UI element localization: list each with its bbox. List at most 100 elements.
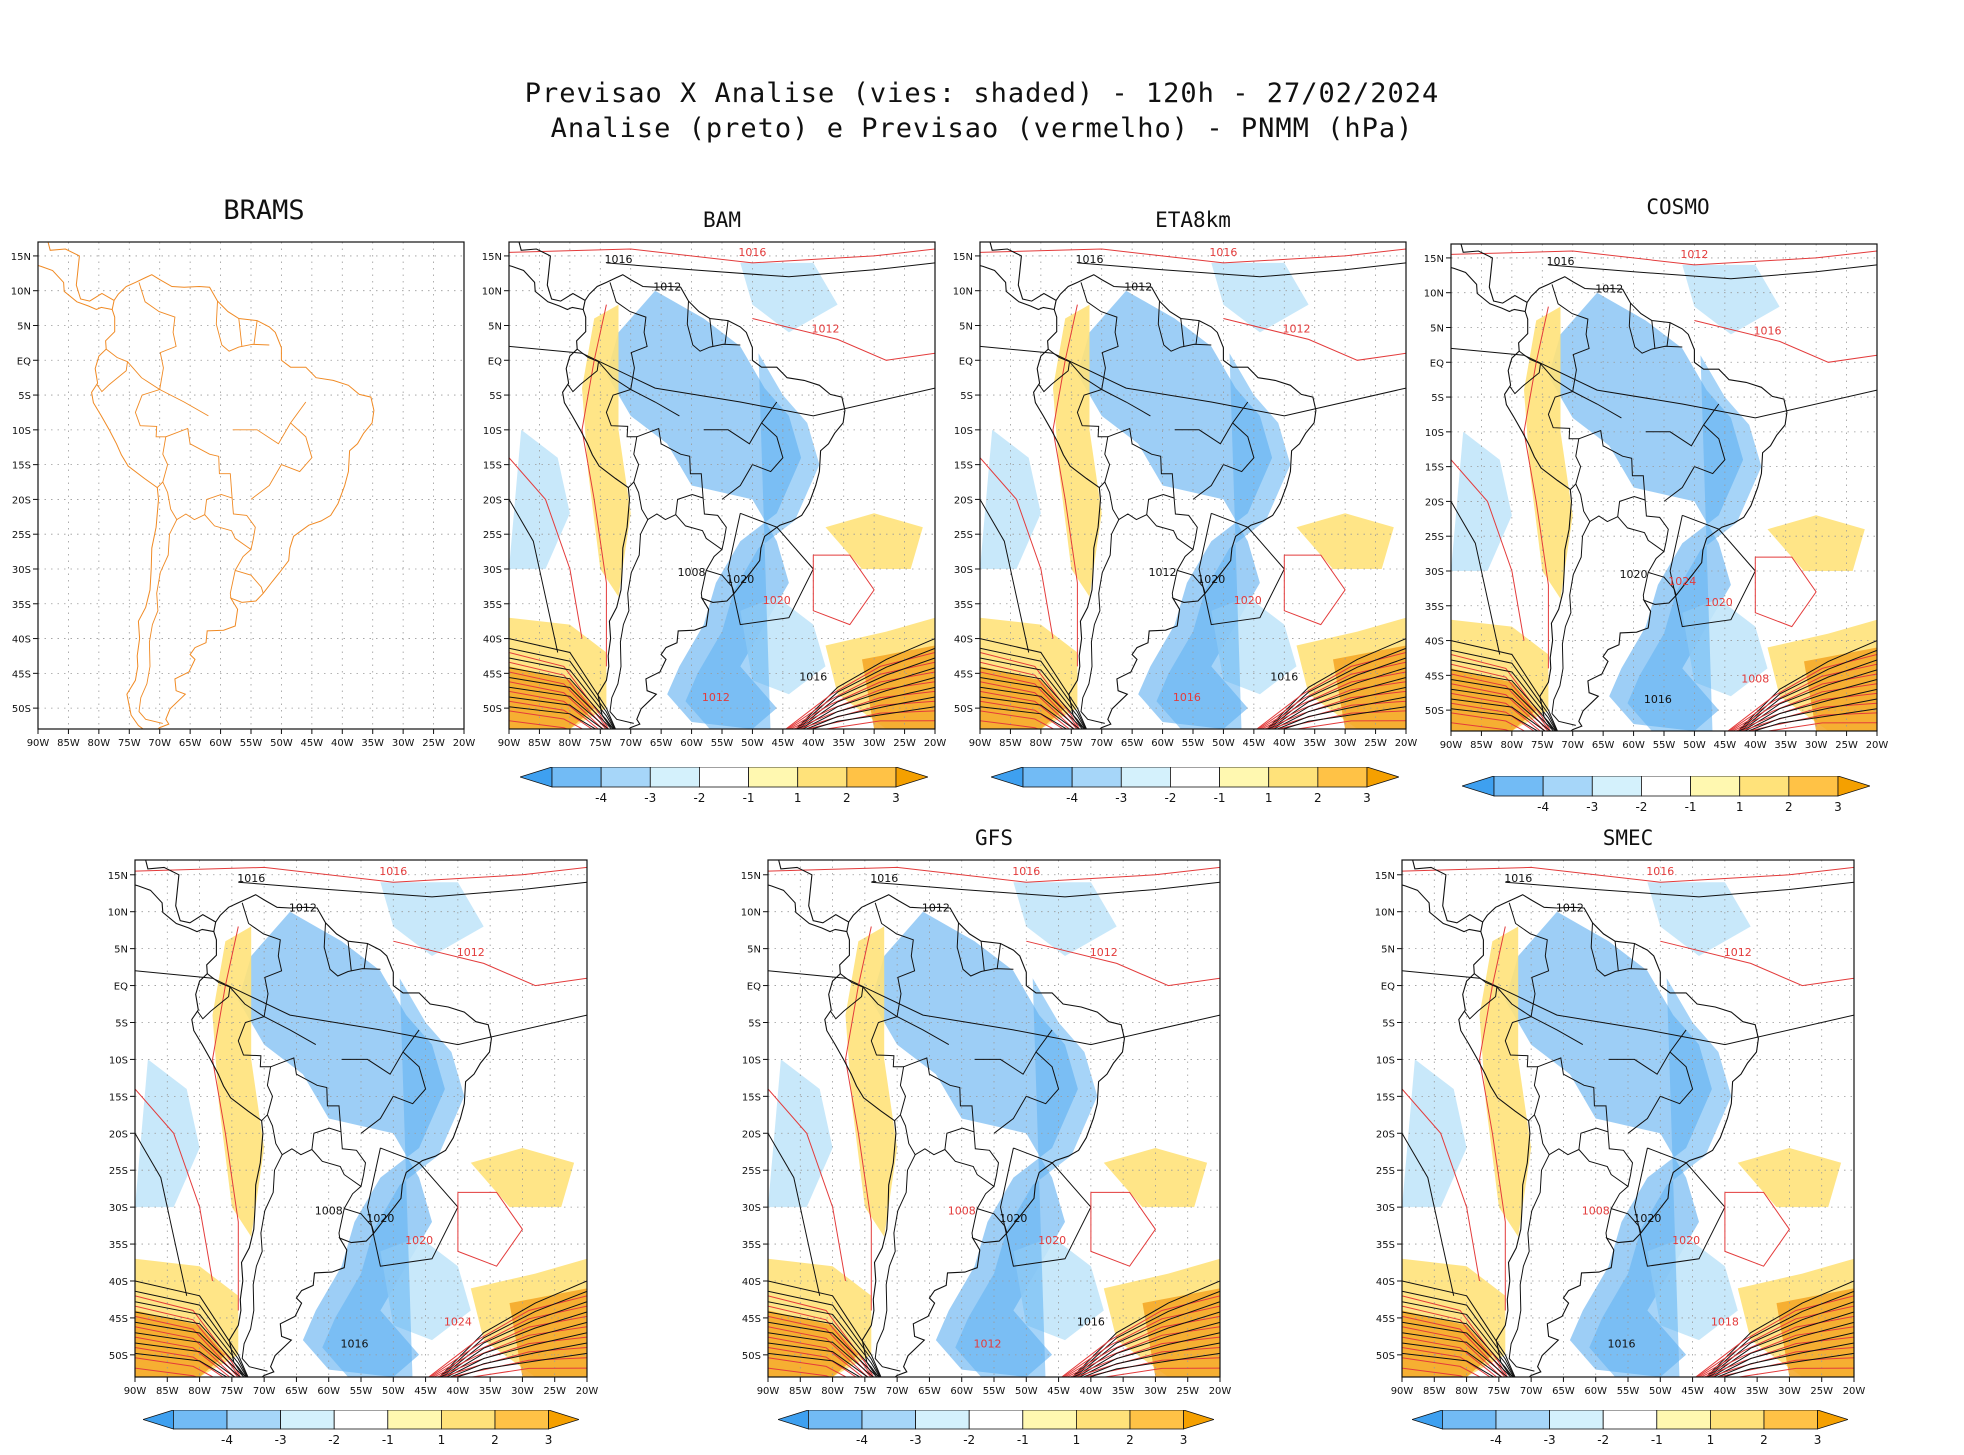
analysis-isobar xyxy=(980,499,1030,653)
isobar-label: 1012 xyxy=(289,902,317,915)
latitude-tick-label: EQ xyxy=(488,356,502,367)
forecast-isobar xyxy=(1101,1367,1220,1377)
country-border xyxy=(1578,1131,1634,1188)
latitude-tick-label: 30S xyxy=(12,565,31,576)
panel-title-eta8km: ETA8km xyxy=(1155,208,1231,232)
latitude-tick-label: 25S xyxy=(1425,532,1444,543)
analysis-isobar xyxy=(768,1301,881,1377)
forecast-isobar xyxy=(1223,318,1406,361)
colorbar-bin xyxy=(280,1409,335,1430)
latitude-tick-label: 15N xyxy=(741,871,761,882)
colorbar-triangle-high xyxy=(895,766,930,788)
latitude-tick-label: 15S xyxy=(954,461,973,472)
latitude-tick-label: 35S xyxy=(954,600,973,611)
isobar-label: 1020 xyxy=(366,1212,394,1225)
strong-positive-bias-area xyxy=(135,1310,226,1377)
colorbar-bin xyxy=(1549,1409,1604,1430)
forecast-isobar xyxy=(1451,722,1511,731)
isobar-label: 1008 xyxy=(1741,672,1769,685)
colorbar-bin xyxy=(333,1409,389,1430)
country-border xyxy=(1171,570,1178,599)
latitude-tick-label: 45S xyxy=(1425,671,1444,682)
analysis-isobar xyxy=(768,1280,882,1377)
country-border xyxy=(1628,303,1683,354)
forecast-isobar xyxy=(1729,673,1877,731)
longitude-tick-label: 90W xyxy=(1391,1386,1414,1397)
forecast-isobar xyxy=(1739,702,1877,731)
latitude-tick-label: 40S xyxy=(1376,1277,1395,1288)
country-border xyxy=(980,941,985,971)
longitude-tick-label: 80W xyxy=(1501,740,1524,751)
country-border xyxy=(1180,318,1185,347)
forecast-isobar xyxy=(435,1336,587,1377)
strong-positive-bias-area xyxy=(768,1310,859,1377)
negative-bias-area xyxy=(1682,264,1780,335)
isobar-label: 1012 xyxy=(1149,566,1177,579)
map-panel-bam: 1016 1012 1016 1012 1008 1020 1020 1016 1012 15N 1… xyxy=(482,241,946,749)
longitude-tick-label: 65W xyxy=(650,738,673,749)
longitude-tick-label: 60W xyxy=(950,1386,973,1397)
longitude-tick-label: 40W xyxy=(1714,1386,1737,1397)
latitude-tick-label: 10S xyxy=(954,426,973,437)
forecast-isobar xyxy=(797,700,935,729)
colorbar-label: -3 xyxy=(1586,800,1598,814)
country-border xyxy=(1101,389,1151,417)
coastline xyxy=(1402,884,1481,933)
longitude-tick-label: 35W xyxy=(479,1386,502,1397)
analysis-isobar xyxy=(980,638,1088,729)
colorbar-triangle-low xyxy=(518,766,553,788)
country-border xyxy=(1026,1051,1060,1105)
longitude-tick-label: 85W xyxy=(999,738,1022,749)
colorbar-bin xyxy=(1268,766,1319,788)
latitude-tick-label: 25S xyxy=(1376,1166,1395,1177)
coastline xyxy=(989,242,1057,302)
strong-positive-bias-area xyxy=(1451,668,1537,731)
analysis-isobar xyxy=(768,970,1220,1046)
analysis-isobar xyxy=(1402,1332,1509,1377)
coastline xyxy=(47,242,115,302)
latitude-tick-label: 15S xyxy=(1425,463,1444,474)
analysis-isobar xyxy=(795,647,935,729)
forecast-isobar xyxy=(1402,866,1854,883)
country-border xyxy=(347,941,352,971)
isobar-label: 1016 xyxy=(1646,865,1674,878)
country-border xyxy=(1533,1057,1609,1156)
forecast-isobar xyxy=(509,248,935,264)
coastline xyxy=(167,816,235,838)
strong-negative-bias-area xyxy=(1589,978,1732,1377)
country-border xyxy=(1069,361,1111,488)
map-background xyxy=(38,242,464,729)
map-panel-smec: 1016 1012 1016 1012 1008 1020 1020 1018 1016 15N 1… xyxy=(1375,859,1865,1397)
colorbar-bin xyxy=(1763,1409,1818,1430)
latitude-tick-label: 40S xyxy=(483,635,502,646)
analysis-isobar xyxy=(871,881,1220,898)
negative-bias-area xyxy=(380,882,484,956)
country-border xyxy=(363,943,368,969)
country-border xyxy=(862,986,907,1122)
country-border xyxy=(360,1096,394,1134)
isobar-label: 1024 xyxy=(1668,575,1696,588)
country-border xyxy=(703,401,778,445)
analysis-isobar xyxy=(1451,640,1559,731)
latitude-tick-label: 30S xyxy=(954,565,973,576)
colorbar-bin xyxy=(387,1409,442,1430)
country-border xyxy=(229,986,274,1122)
latitude-tick-label: 35S xyxy=(1425,602,1444,613)
latitude-tick-label: 35S xyxy=(109,1240,128,1251)
analysis-isobar xyxy=(980,345,1406,417)
analysis-isobar xyxy=(135,1280,249,1377)
analysis-isobar xyxy=(449,1342,587,1377)
latitude-tick-label: 10N xyxy=(1424,289,1444,300)
forecast-isobar xyxy=(1451,654,1551,731)
analysis-isobar xyxy=(1082,1342,1220,1377)
longitude-tick-label: 55W xyxy=(983,1386,1006,1397)
forecast-isobar xyxy=(509,700,593,729)
longitude-tick-label: 60W xyxy=(1584,1386,1607,1397)
longitude-tick-label: 80W xyxy=(1455,1386,1478,1397)
isobar-label: 1012 xyxy=(811,322,839,335)
latitude-tick-label: 15N xyxy=(1375,871,1395,882)
coastline xyxy=(1033,274,1317,729)
latitude-tick-label: 5N xyxy=(1381,945,1395,956)
negative-bias-area xyxy=(740,262,838,333)
colorbar-label: -1 xyxy=(1685,800,1697,814)
